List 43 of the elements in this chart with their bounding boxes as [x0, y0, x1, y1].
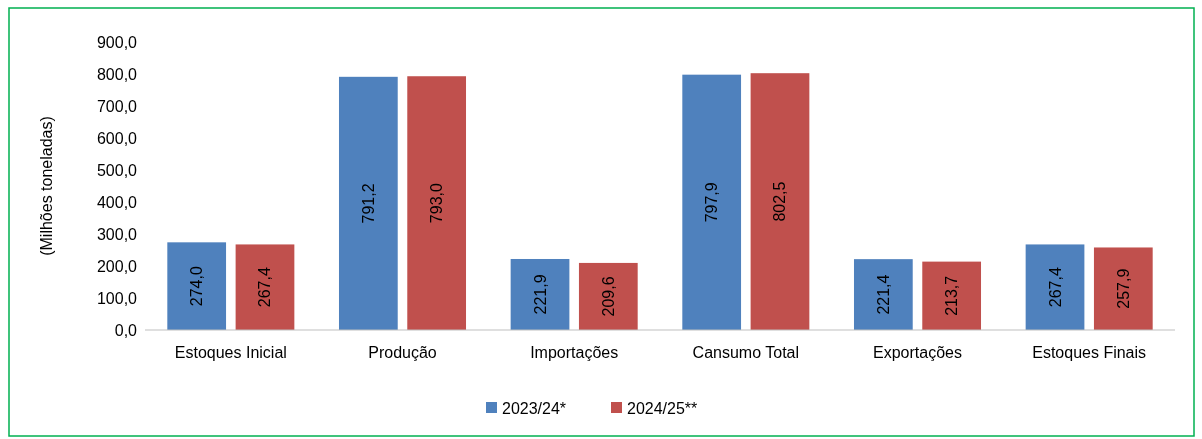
- bar: [338, 76, 398, 330]
- bar: [510, 258, 570, 330]
- y-tick-label: 900,0: [96, 33, 138, 51]
- data-label: 213,7: [943, 275, 961, 316]
- y-tick-label: 100,0: [96, 289, 138, 307]
- x-tick-label: Estoques Inicial: [174, 344, 287, 361]
- data-label: 221,4: [874, 274, 892, 315]
- bar: [578, 262, 638, 330]
- x-tick-label: Estoques Finais: [1032, 344, 1147, 361]
- bar: [167, 242, 227, 330]
- y-tick-label: 0,0: [114, 321, 138, 339]
- x-tick-label: Cansumo Total: [692, 344, 800, 361]
- bar: [682, 74, 742, 330]
- data-label: 274,0: [188, 266, 206, 307]
- bar: [1025, 244, 1085, 330]
- y-tick-label: 200,0: [96, 257, 138, 275]
- x-tick-label: Produção: [368, 344, 437, 361]
- data-label: 221,9: [531, 274, 549, 315]
- bar: [407, 76, 467, 330]
- y-tick-label: 400,0: [96, 193, 138, 211]
- data-label: 267,4: [256, 267, 274, 308]
- x-tick-label: Importações: [530, 344, 619, 361]
- legend-label: 2024/25**: [627, 399, 698, 417]
- y-tick-label: 600,0: [96, 129, 138, 147]
- data-label: 209,6: [599, 276, 617, 317]
- data-label: 802,5: [771, 181, 789, 222]
- data-label: 257,9: [1114, 268, 1132, 309]
- data-label: 793,0: [428, 183, 446, 224]
- y-tick-label: 700,0: [96, 97, 138, 115]
- y-tick-label: 300,0: [96, 225, 138, 243]
- y-axis-title: (Milhões toneladas): [38, 116, 55, 256]
- y-tick-label: 500,0: [96, 161, 138, 179]
- data-label: 791,2: [359, 183, 377, 224]
- data-label: 267,4: [1046, 267, 1064, 308]
- bar: [1093, 247, 1153, 330]
- y-tick-label: 800,0: [96, 65, 138, 83]
- bar: [750, 73, 810, 330]
- bar: [853, 259, 913, 330]
- x-tick-label: Exportações: [873, 344, 962, 361]
- bar: [235, 244, 295, 330]
- data-label: 797,9: [703, 182, 721, 223]
- bar: [922, 261, 982, 330]
- legend-label: 2023/24*: [502, 399, 567, 417]
